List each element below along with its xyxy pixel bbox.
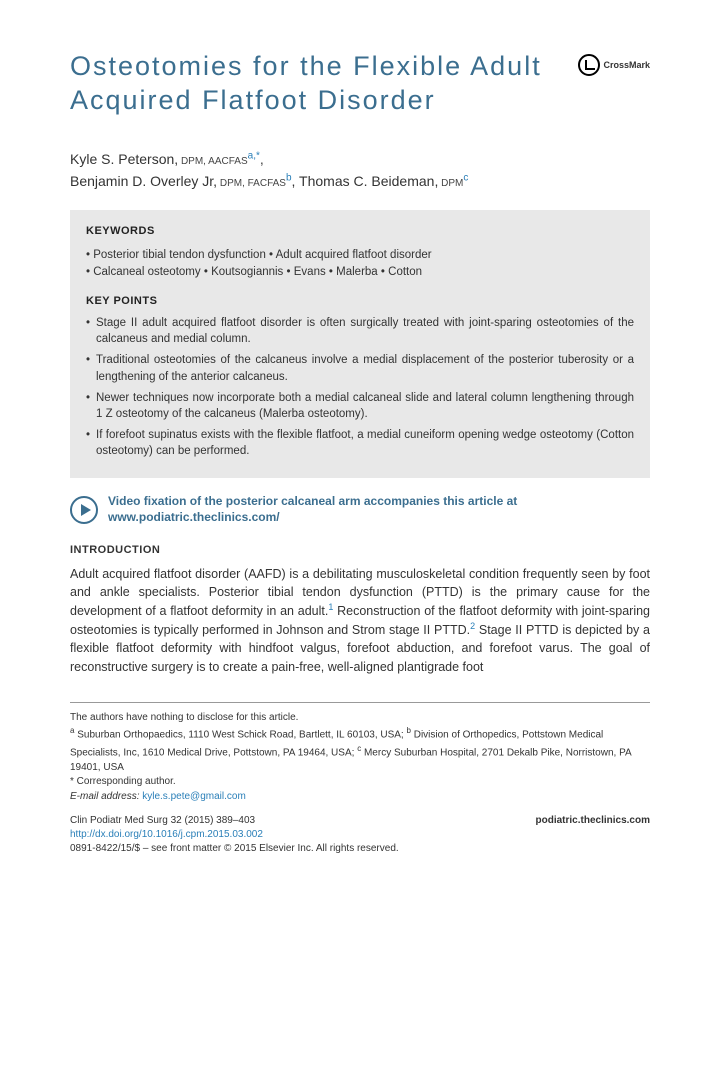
author-2-cred: DPM, FACFAS [217, 178, 286, 189]
keyword-item: Malerba [329, 266, 381, 278]
email-label: E-mail address: [70, 791, 139, 802]
crossmark-label: CrossMark [603, 59, 650, 72]
author-3-name: , Thomas C. Beideman, [292, 173, 439, 189]
intro-heading: INTRODUCTION [70, 543, 650, 558]
crossmark-badge[interactable]: CrossMark [578, 54, 650, 76]
author-1-name: Kyle S. Peterson, [70, 151, 178, 167]
play-icon [70, 496, 98, 524]
email-address[interactable]: kyle.s.pete@gmail.com [139, 791, 245, 802]
crossmark-icon [578, 54, 600, 76]
footer-divider [70, 702, 650, 703]
author-3-cred: DPM [438, 178, 463, 189]
journal-citation-row: Clin Podiatr Med Surg 32 (2015) 389–403 … [70, 814, 650, 828]
keypoint-item: Newer techniques now incorporate both a … [86, 390, 634, 422]
author-1-cred: DPM, AACFAS [178, 156, 247, 167]
author-3-affil-sup: c [463, 172, 468, 183]
affil-a-text: Suburban Orthopaedics, 1110 West Schick … [74, 729, 406, 740]
video-supplement-link[interactable]: Video fixation of the posterior calcanea… [70, 494, 650, 525]
keywords-box: KEYWORDS Posterior tibial tendon dysfunc… [70, 210, 650, 478]
keypoints-heading: KEY POINTS [86, 294, 634, 309]
keyword-item: Adult acquired flatfoot disorder [269, 249, 432, 261]
article-title: Osteotomies for the Flexible Adult Acqui… [70, 50, 578, 118]
keypoint-item: Traditional osteotomies of the calcaneus… [86, 352, 634, 384]
author-list: Kyle S. Peterson, DPM, AACFASa,*, Benjam… [70, 148, 650, 193]
copyright-line: 0891-8422/15/$ – see front matter © 2015… [70, 842, 650, 856]
keypoint-item: If forefoot supinatus exists with the fl… [86, 427, 634, 459]
email-line: E-mail address: kyle.s.pete@gmail.com [70, 790, 650, 805]
keypoints-list: Stage II adult acquired flatfoot disorde… [86, 315, 634, 459]
journal-citation: Clin Podiatr Med Surg 32 (2015) 389–403 [70, 814, 255, 828]
author-2-name: Benjamin D. Overley Jr, [70, 173, 217, 189]
footnotes-block: The authors have nothing to disclose for… [70, 711, 650, 805]
corresponding-author: * Corresponding author. [70, 775, 650, 790]
keyword-item: Cotton [381, 266, 422, 278]
doi-link[interactable]: http://dx.doi.org/10.1016/j.cpm.2015.03.… [70, 828, 650, 842]
journal-site[interactable]: podiatric.theclinics.com [536, 814, 650, 828]
keyword-item: Posterior tibial tendon dysfunction [86, 249, 269, 261]
author-1-affil-sup: a,* [248, 150, 260, 161]
video-supplement-text: Video fixation of the posterior calcanea… [108, 494, 650, 525]
keywords-heading: KEYWORDS [86, 224, 634, 239]
keyword-item: Koutsogiannis [204, 266, 287, 278]
keyword-item: Calcaneal osteotomy [86, 266, 204, 278]
keyword-item: Evans [287, 266, 329, 278]
intro-paragraph: Adult acquired flatfoot disorder (AAFD) … [70, 565, 650, 676]
disclosure-statement: The authors have nothing to disclose for… [70, 711, 650, 726]
keypoint-item: Stage II adult acquired flatfoot disorde… [86, 315, 634, 347]
affiliations: a Suburban Orthopaedics, 1110 West Schic… [70, 725, 650, 775]
keywords-list: Posterior tibial tendon dysfunction Adul… [86, 246, 634, 280]
